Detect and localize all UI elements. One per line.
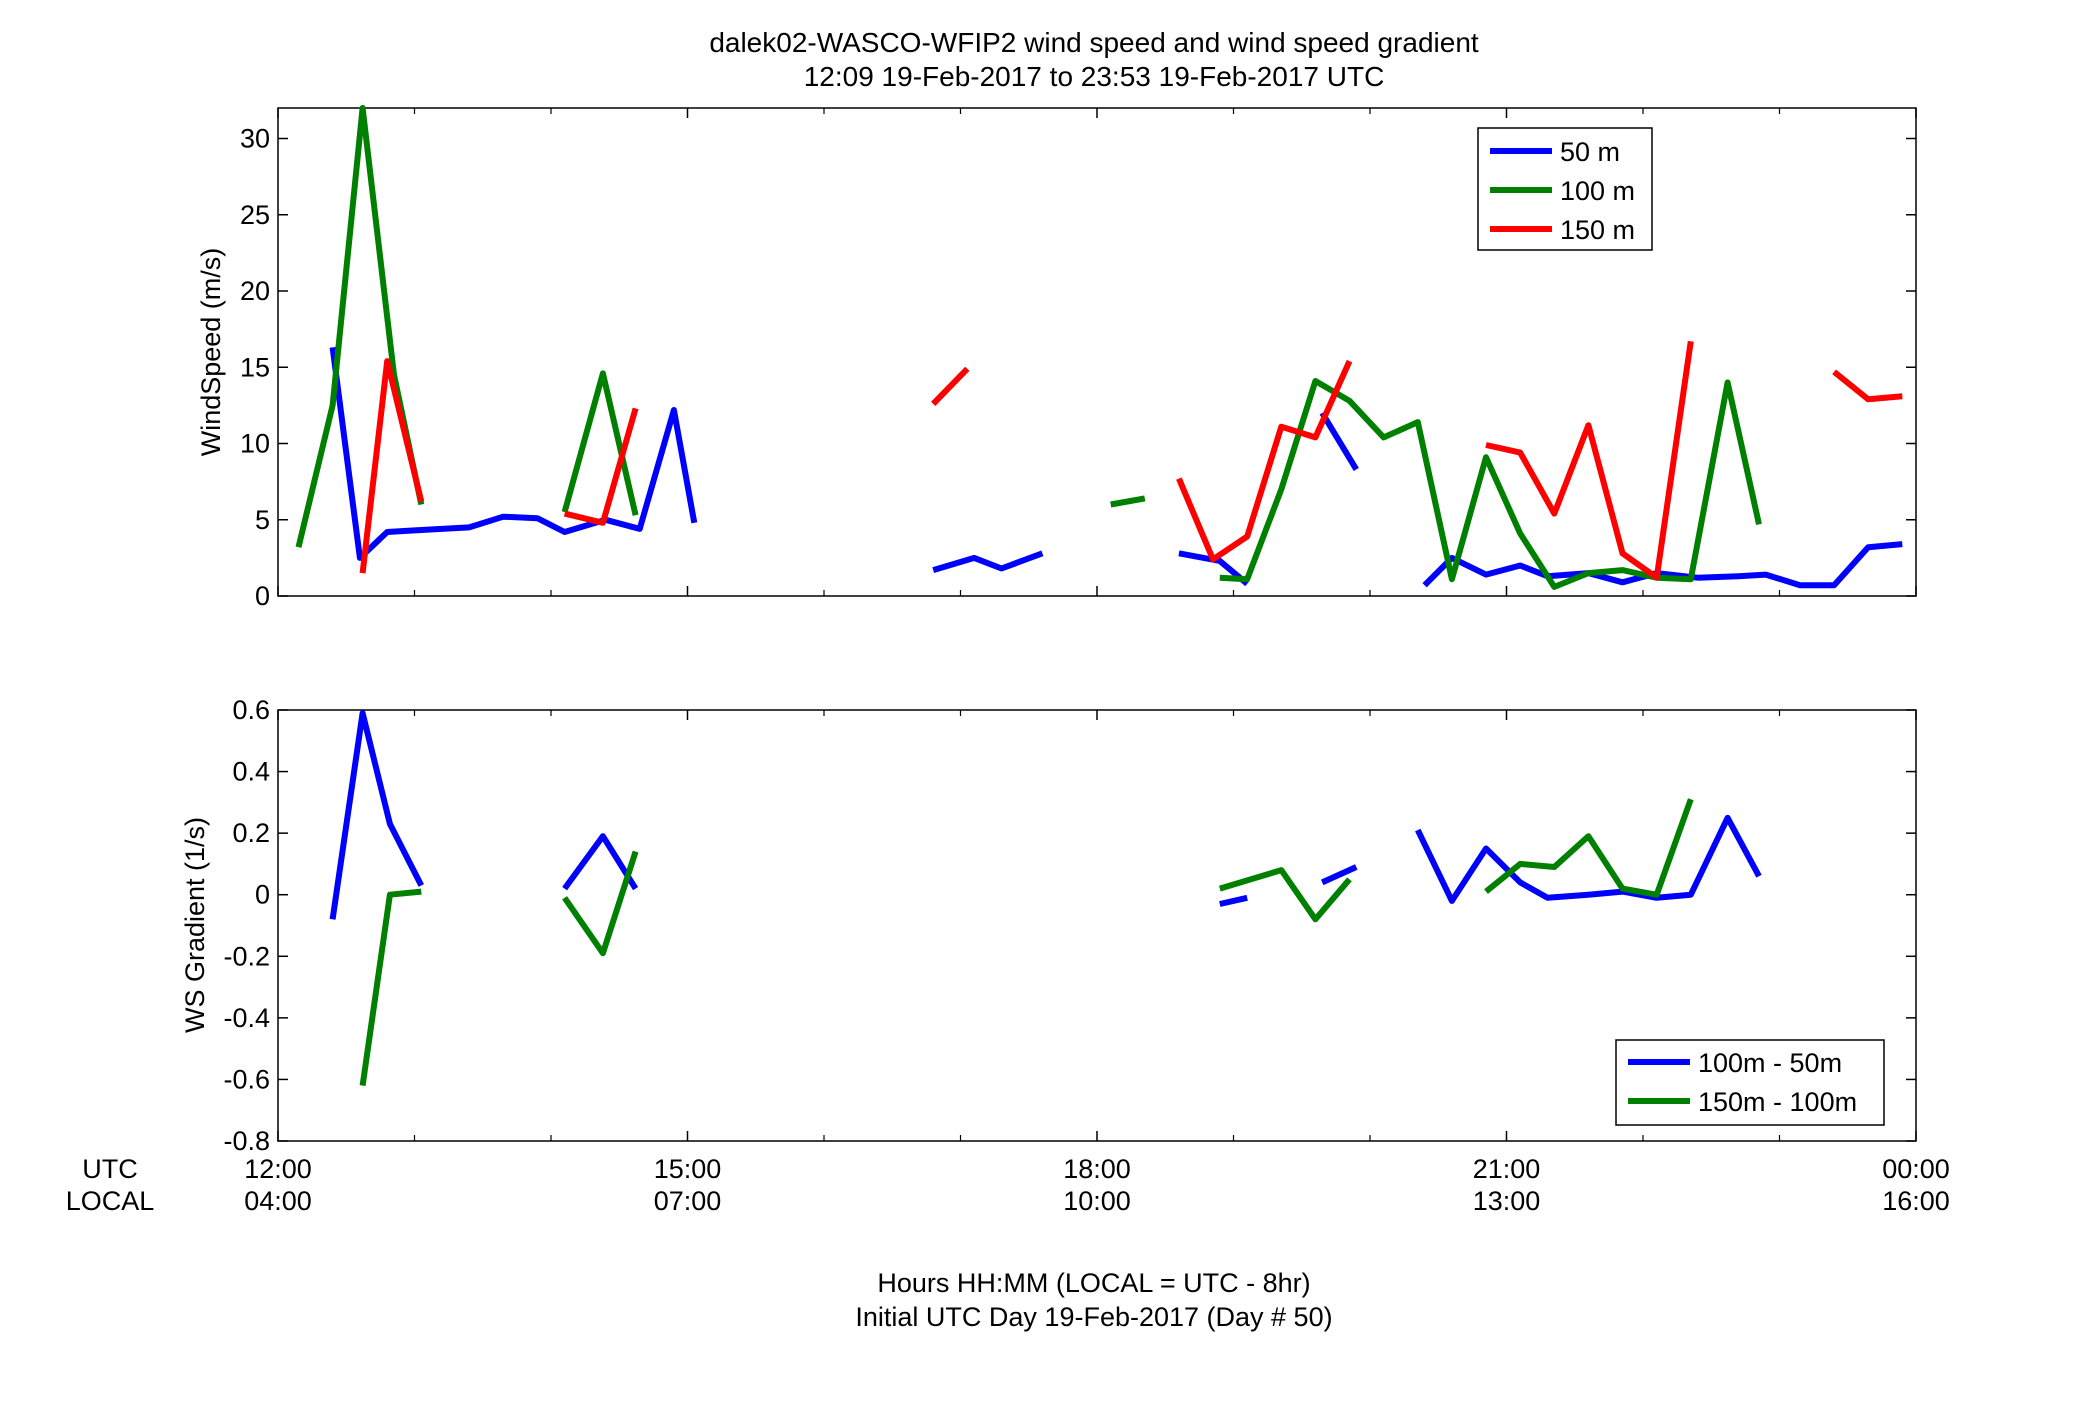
windspeed-series-line — [1110, 495, 1146, 508]
windspeed-series-line — [329, 347, 698, 561]
x-tick-label-utc: 18:00 — [1063, 1154, 1131, 1184]
x-tick-label-utc: 00:00 — [1882, 1154, 1950, 1184]
windspeed-y-ticks: 0 5 10 15 20 25 30 — [240, 124, 1916, 611]
windspeed-panel: 0 5 10 15 20 25 30 WindSpeed (m/s) 50 m 100 m … — [196, 105, 1917, 611]
gradient-y-tick-label: 0.2 — [232, 818, 270, 848]
gradient-series-line — [1484, 798, 1694, 898]
gradient-series-line — [1218, 867, 1352, 923]
windspeed-series — [295, 105, 1903, 590]
gradient-legend-box — [1615, 1039, 1885, 1126]
gradient-y-tick-label: 0.6 — [232, 695, 270, 725]
legend-label-150m: 150 m — [1560, 215, 1635, 245]
windspeed-series-line — [1219, 378, 1762, 590]
windspeed-legend: 50 m 100 m 150 m — [1477, 127, 1653, 251]
gradient-series — [329, 710, 1762, 1087]
gradient-series-line — [1219, 894, 1248, 907]
windspeed-series-line — [1832, 369, 1903, 403]
gradient-legend: 100m - 50m 150m - 100m — [1615, 1039, 1885, 1126]
gradient-series-line — [329, 710, 424, 920]
windspeed-series-line — [1485, 340, 1694, 581]
legend-label-100m: 100 m — [1560, 176, 1635, 206]
gradient-series-0 — [329, 710, 1762, 920]
windspeed-y-tick-label: 5 — [255, 505, 270, 535]
x-tick-label-local: 04:00 — [244, 1186, 312, 1216]
windspeed-y-tick-label: 0 — [255, 581, 270, 611]
legend-label-50m: 50 m — [1560, 137, 1620, 167]
chart-title: dalek02-WASCO-WFIP2 wind speed and wind … — [709, 27, 1479, 58]
x-tick-label-local: 10:00 — [1063, 1186, 1131, 1216]
gradient-y-tick-label: 0 — [255, 880, 270, 910]
legend-label-150m-100m: 150m - 100m — [1698, 1087, 1857, 1117]
gradient-series-line — [562, 850, 639, 957]
gradient-y-axis-label: WS Gradient (1/s) — [180, 817, 210, 1033]
windspeed-y-tick-label: 25 — [240, 200, 270, 230]
gradient-panel: -0.8 -0.6 -0.4 -0.2 0 0.2 0.4 0.6 WS Gradient (… — [180, 695, 1917, 1156]
gradient-series-line — [1415, 814, 1762, 904]
utc-row-label: UTC — [82, 1154, 138, 1184]
x-tick-label-utc: 12:00 — [244, 1154, 312, 1184]
windspeed-y-tick-label: 20 — [240, 276, 270, 306]
windspeed-series-line — [359, 358, 425, 574]
x-tick-label-utc: 15:00 — [654, 1154, 722, 1184]
windspeed-x-ticks — [277, 108, 1917, 596]
gradient-x-ticks — [277, 710, 1917, 1141]
gradient-y-tick-label: -0.8 — [223, 1126, 270, 1156]
gradient-series-line — [562, 833, 639, 891]
windspeed-y-tick-label: 10 — [240, 429, 270, 459]
gradient-series-1 — [359, 798, 1694, 1087]
gradient-y-tick-label: 0.4 — [232, 757, 270, 787]
gradient-y-tick-label: -0.2 — [223, 941, 270, 971]
gradient-series-line — [1320, 864, 1358, 886]
windspeed-series-line — [561, 370, 639, 516]
windspeed-y-tick-label: 30 — [240, 124, 270, 154]
gradient-y-tick-label: -0.6 — [223, 1064, 270, 1094]
windspeed-series-line — [563, 407, 639, 526]
gradient-y-ticks: -0.8 -0.6 -0.4 -0.2 0 0.2 0.4 0.6 — [223, 695, 1916, 1156]
local-row-label: LOCAL — [66, 1186, 155, 1216]
windspeed-y-axis-label: WindSpeed (m/s) — [196, 248, 226, 457]
windspeed-series-line — [932, 550, 1044, 573]
windspeed-series-line — [931, 366, 970, 406]
legend-label-100m-50m: 100m - 50m — [1698, 1048, 1842, 1078]
windspeed-series-line — [1176, 359, 1353, 563]
chart-subtitle: 12:09 19-Feb-2017 to 23:53 19-Feb-2017 U… — [804, 61, 1385, 92]
windspeed-series-2 — [359, 340, 1903, 581]
x-axis-sublabel: Initial UTC Day 19-Feb-2017 (Day # 50) — [855, 1302, 1332, 1332]
x-axis-label: Hours HH:MM (LOCAL = UTC - 8hr) — [877, 1268, 1310, 1298]
windspeed-y-tick-label: 15 — [240, 352, 270, 382]
x-tick-label-local: 16:00 — [1882, 1186, 1950, 1216]
windspeed-plot-frame — [277, 107, 1917, 597]
gradient-series-line — [359, 888, 422, 1087]
x-tick-label-local: 07:00 — [654, 1186, 722, 1216]
windspeed-series-line — [295, 105, 425, 548]
x-tick-label-local: 13:00 — [1473, 1186, 1541, 1216]
windspeed-series-line — [1319, 411, 1359, 471]
gradient-y-tick-label: -0.4 — [223, 1003, 270, 1033]
windspeed-series-0 — [329, 347, 1903, 589]
x-tick-label-utc: 21:00 — [1473, 1154, 1541, 1184]
